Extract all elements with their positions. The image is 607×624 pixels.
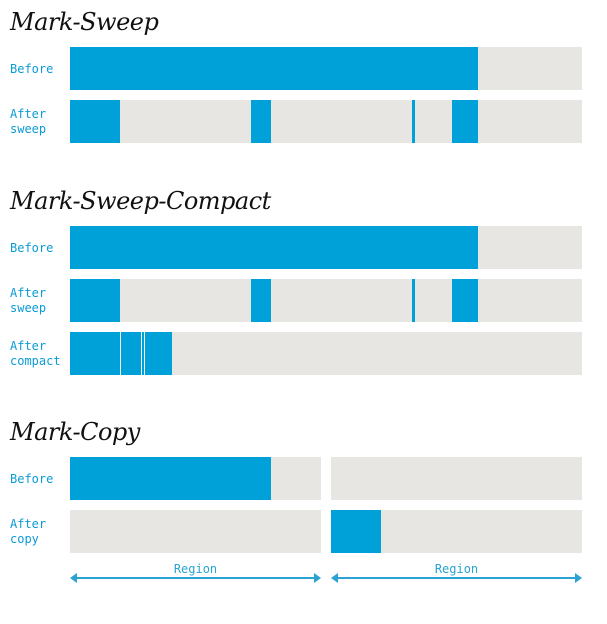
copied-live-block xyxy=(331,510,381,553)
live-block xyxy=(70,47,478,90)
block-divider xyxy=(120,332,121,375)
live-block xyxy=(412,100,415,143)
mark-copy-before-region-1 xyxy=(70,457,321,500)
live-block xyxy=(251,279,271,322)
msc-after-compact-heap xyxy=(70,332,582,375)
msc-after-compact-label: After compact xyxy=(10,339,61,368)
block-divider xyxy=(144,332,145,375)
live-block xyxy=(452,100,478,143)
mark-sweep-after-sweep-label: After sweep xyxy=(10,107,47,136)
region-label-2: Region xyxy=(434,562,479,576)
live-block xyxy=(70,100,120,143)
live-block xyxy=(70,226,478,269)
region-arrow-1 xyxy=(70,573,321,583)
mark-copy-after-region-1 xyxy=(70,510,321,553)
msc-after-sweep-heap xyxy=(70,279,582,322)
arrow-right-icon xyxy=(314,573,321,583)
mark-sweep-title: Mark-Sweep xyxy=(10,8,159,36)
mark-sweep-after-sweep-heap xyxy=(70,100,582,143)
mark-sweep-before-heap xyxy=(70,47,582,90)
arrow-left-icon xyxy=(70,573,77,583)
live-block xyxy=(251,100,271,143)
live-block xyxy=(452,279,478,322)
live-block xyxy=(412,279,415,322)
compacted-live-block xyxy=(70,332,172,375)
mark-copy-title: Mark-Copy xyxy=(10,418,140,446)
region-label-1: Region xyxy=(173,562,218,576)
arrow-right-icon xyxy=(575,573,582,583)
mark-sweep-compact-title: Mark-Sweep-Compact xyxy=(10,187,271,215)
live-block xyxy=(70,279,120,322)
mark-copy-before-region-2 xyxy=(331,457,582,500)
arrow-left-icon xyxy=(331,573,338,583)
region-arrow-2 xyxy=(331,573,582,583)
msc-after-sweep-label: After sweep xyxy=(10,286,47,315)
mark-copy-after-copy-label: After copy xyxy=(10,517,47,546)
mark-copy-before-label: Before xyxy=(10,472,54,486)
mark-copy-after-region-2 xyxy=(331,510,582,553)
mark-sweep-before-label: Before xyxy=(10,62,54,76)
live-block xyxy=(70,457,271,500)
block-divider xyxy=(141,332,142,375)
msc-before-label: Before xyxy=(10,241,54,255)
msc-before-heap xyxy=(70,226,582,269)
